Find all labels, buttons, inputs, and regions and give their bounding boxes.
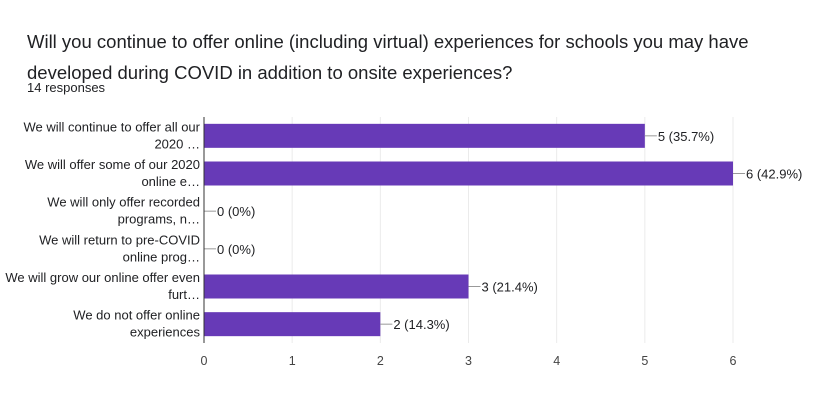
- bar: [204, 123, 645, 148]
- category-label: online prog…: [123, 249, 200, 264]
- x-tick-label: 3: [465, 354, 472, 368]
- data-label: 0 (0%): [217, 242, 255, 257]
- category-label: We will only offer recorded: [47, 195, 200, 210]
- x-tick-label: 2: [377, 354, 384, 368]
- x-tick-label: 1: [289, 354, 296, 368]
- category-label: programs, n…: [118, 212, 200, 227]
- category-label: 2020 …: [154, 136, 200, 151]
- x-tick-label: 5: [641, 354, 648, 368]
- data-label: 5 (35.7%): [658, 129, 714, 144]
- x-tick-label: 0: [201, 354, 208, 368]
- category-label: furt…: [168, 287, 200, 302]
- category-label: We will continue to offer all our: [23, 119, 200, 134]
- category-label: experiences: [130, 325, 201, 340]
- data-label: 3 (21.4%): [482, 280, 538, 295]
- data-label: 0 (0%): [217, 204, 255, 219]
- bar: [204, 161, 733, 186]
- category-label: We do not offer online: [73, 308, 200, 323]
- response-count: 14 responses: [27, 80, 106, 95]
- x-tick-label: 4: [553, 354, 560, 368]
- bar: [204, 274, 469, 299]
- x-tick-label: 6: [730, 354, 737, 368]
- category-label: We will grow our online offer even: [5, 270, 200, 285]
- bar: [204, 312, 381, 337]
- data-label: 6 (42.9%): [746, 167, 802, 182]
- category-label: online e…: [141, 174, 200, 189]
- data-label: 2 (14.3%): [393, 317, 449, 332]
- category-label: We will offer some of our 2020: [25, 157, 200, 172]
- category-label: We will return to pre-COVID: [39, 232, 200, 247]
- question-title: Will you continue to offer online (inclu…: [27, 31, 749, 83]
